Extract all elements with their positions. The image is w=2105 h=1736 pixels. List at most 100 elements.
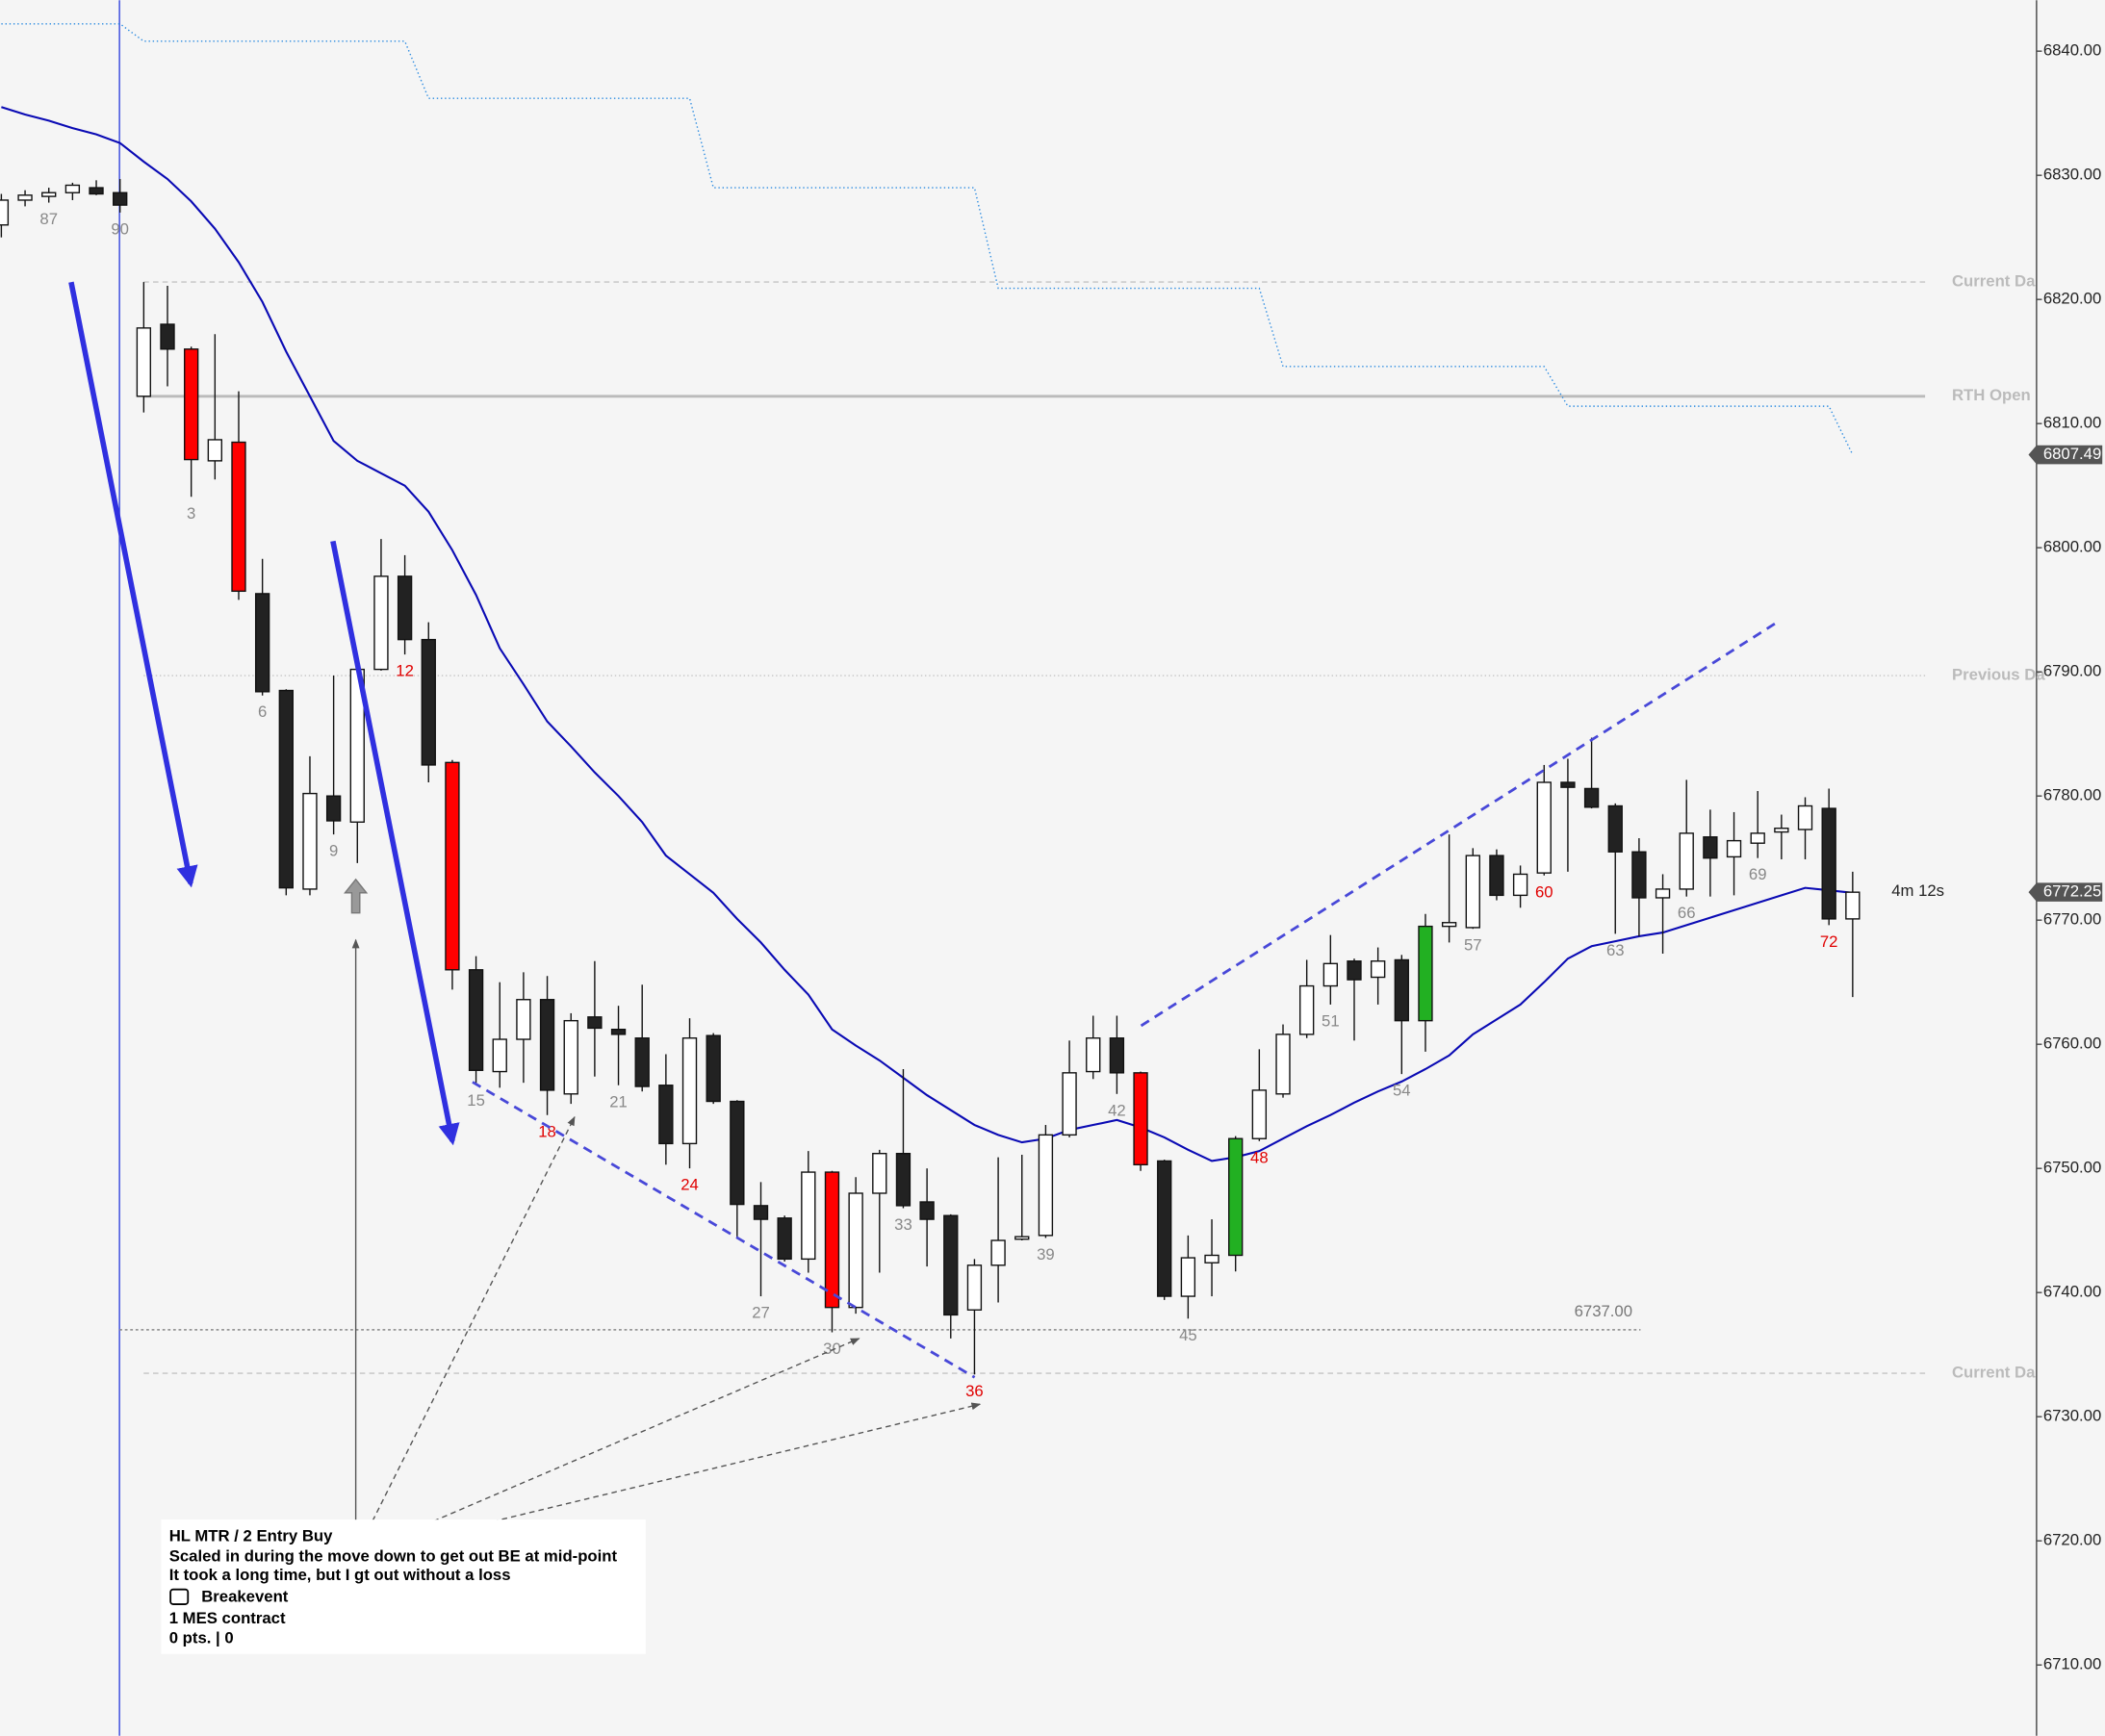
price-line-label: 6737.00 (1575, 1302, 1632, 1320)
candle-body (1512, 873, 1528, 897)
annotation-line: 0 pts. | 0 (169, 1629, 234, 1647)
bar-label: 51 (1322, 1011, 1340, 1030)
y-tick-label: 6830.00 (2043, 166, 2101, 184)
indicator-line (1, 23, 1854, 455)
candle-body (278, 689, 294, 889)
bar-label: 30 (823, 1340, 841, 1358)
candle-body (1370, 960, 1386, 979)
candle-body (1703, 836, 1718, 859)
candle-body (777, 1217, 792, 1261)
candle-body (1489, 855, 1504, 897)
candle-body (421, 638, 436, 766)
bar-label: 15 (467, 1091, 485, 1110)
level-label: Current Da (1952, 1363, 2036, 1381)
candle-body (1821, 807, 1836, 920)
candle-body (1465, 855, 1480, 929)
levels: Current Da RTH Open Previous Da Current Da 6… (119, 272, 2045, 1381)
candle-body (801, 1171, 816, 1261)
candle-body (207, 439, 223, 462)
y-tick-label: 6790.00 (2043, 662, 2101, 680)
candle-body (943, 1214, 959, 1316)
candle-body (1086, 1037, 1101, 1073)
candle-body (539, 999, 555, 1091)
candle-body (1726, 839, 1742, 858)
breakeven-icon (169, 1588, 190, 1605)
candle-body (1631, 851, 1647, 899)
annotation: HL MTR / 2 Entry Buy Scaled in during th… (161, 1519, 646, 1654)
trend-arrow (68, 281, 198, 888)
candle-body (445, 761, 460, 971)
y-tick-label: 6840.00 (2043, 41, 2101, 60)
level-label: Current Da (1952, 272, 2036, 291)
candle-body (516, 999, 531, 1040)
candle-body (1750, 832, 1765, 844)
candle-body (1394, 958, 1409, 1022)
candle-body (658, 1085, 674, 1145)
candle-body (1062, 1072, 1077, 1136)
candle-body (966, 1264, 983, 1311)
price-tag-label: 6807.49 (2043, 445, 2101, 463)
y-tick-label: 6820.00 (2043, 290, 2101, 308)
bar-label: 3 (187, 504, 195, 523)
y-tick-label: 6720.00 (2043, 1531, 2101, 1549)
candle-body (1655, 888, 1671, 899)
candle-body (397, 575, 413, 641)
pointer-line (355, 1338, 860, 1556)
y-tick-label: 6710.00 (2043, 1655, 2101, 1673)
annotation-line: Scaled in during the move down to get ou… (169, 1547, 618, 1566)
candle-body (563, 1019, 578, 1095)
candle-body (183, 348, 199, 461)
bar-label: 57 (1464, 936, 1482, 955)
y-axis: 6710.00 6720.00 6730.00 6740.00 6750.00 6760.… (2036, 41, 2101, 1673)
candle-body (587, 1016, 603, 1030)
candle-body (848, 1192, 863, 1309)
candle-body (64, 184, 81, 193)
candle-body (492, 1038, 507, 1073)
indicator-line (1, 106, 1853, 1162)
bar-label: 87 (39, 210, 58, 228)
candle-body (706, 1034, 721, 1103)
candle-body (113, 191, 128, 206)
candle-body (231, 441, 246, 593)
candle-body (1774, 828, 1789, 833)
bar-label: 9 (329, 842, 338, 860)
candle-body (1204, 1254, 1219, 1264)
candle-body (919, 1201, 935, 1220)
price-tag (2028, 445, 2103, 465)
candle-body (17, 194, 33, 201)
annotation-line: 1 MES contract (169, 1609, 286, 1627)
candle-body (0, 199, 10, 226)
candle-body (1441, 922, 1457, 928)
candle-body (1109, 1037, 1125, 1074)
candle-body (872, 1153, 887, 1194)
candle-body (1322, 962, 1339, 987)
candle-body (325, 795, 342, 822)
y-tick-label: 6750.00 (2043, 1159, 2101, 1177)
candle-body (1014, 1236, 1030, 1240)
candle-body (1845, 891, 1861, 920)
candle-body (1583, 787, 1600, 808)
candle-body (730, 1100, 745, 1206)
price-tag-label: 6772.25 (2043, 882, 2101, 901)
bar-label: 69 (1749, 865, 1767, 883)
candle-body (1536, 781, 1552, 874)
y-tick-label: 6740.00 (2043, 1283, 2101, 1301)
bar-label: 63 (1606, 941, 1625, 959)
bar-label: 33 (894, 1215, 912, 1234)
candles: 8790369121518212427303336394245485154576… (0, 179, 1861, 1400)
candle-body (1560, 781, 1576, 788)
candle-body (610, 1029, 627, 1035)
bar-label: 18 (538, 1122, 556, 1140)
candle-body (1180, 1257, 1196, 1297)
entry-arrow (344, 878, 369, 914)
bar-label: 48 (1250, 1148, 1269, 1166)
candle-body (1038, 1134, 1054, 1237)
trend-line (472, 1081, 976, 1379)
candle-body (824, 1171, 840, 1309)
candle-body (753, 1205, 769, 1220)
annotation-line: It took a long time, but I gt out withou… (169, 1566, 511, 1584)
candle-body (1157, 1160, 1172, 1297)
